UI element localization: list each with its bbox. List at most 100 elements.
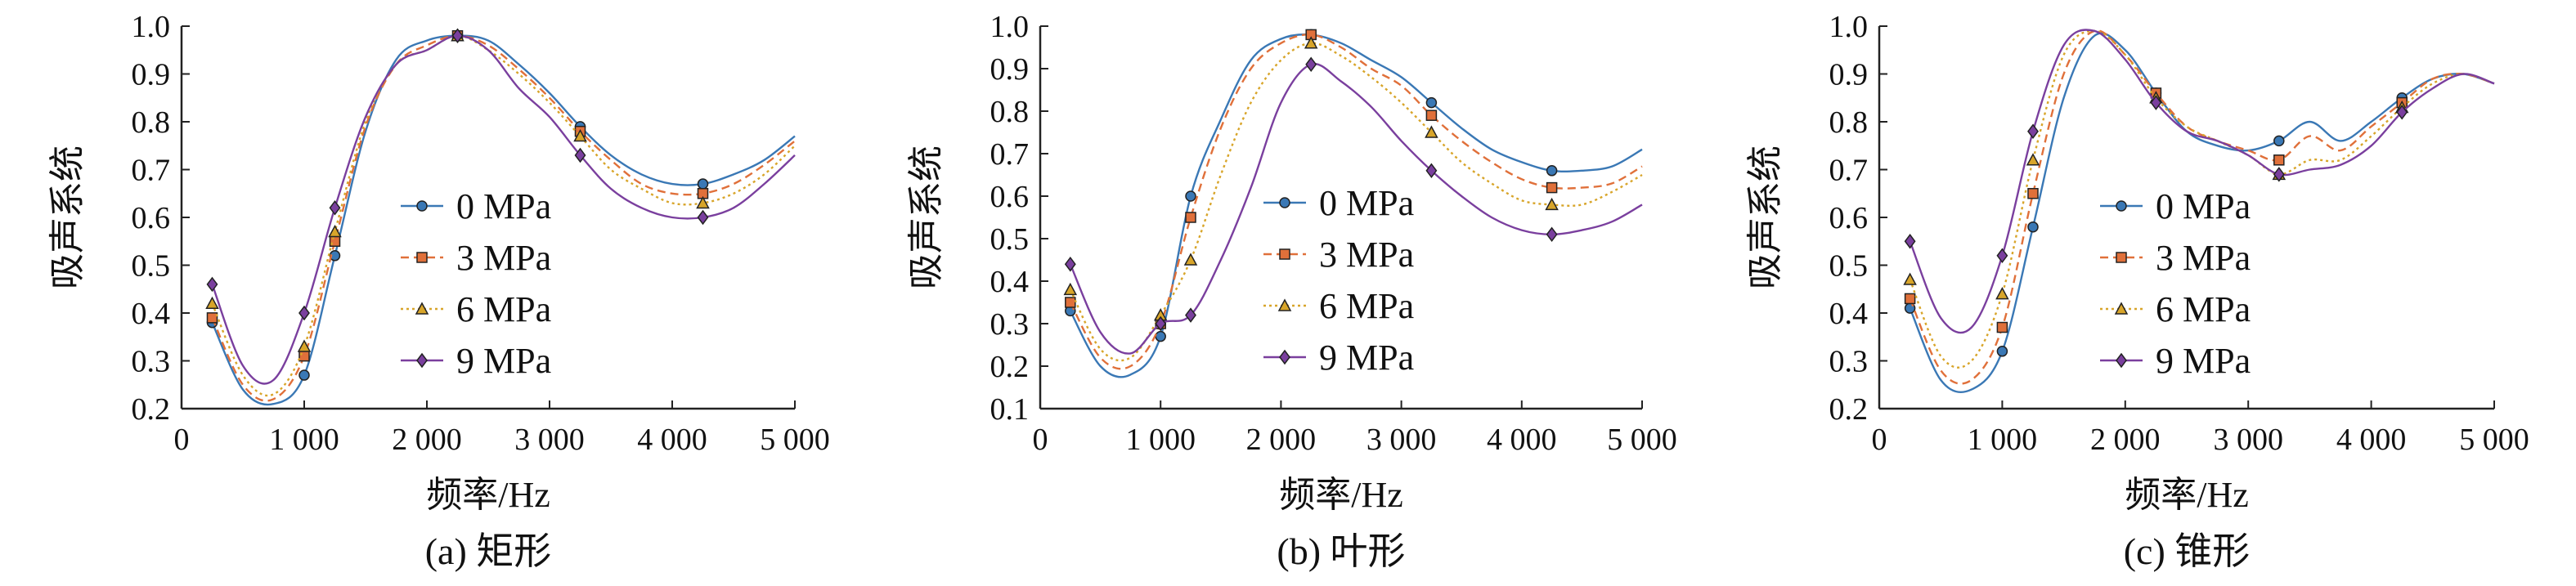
data-point bbox=[2150, 95, 2162, 110]
panel-caption: (c) 锥形 bbox=[2124, 530, 2251, 572]
data-point bbox=[1996, 346, 2008, 357]
data-point bbox=[1546, 165, 1558, 177]
x-tick-label: 0 bbox=[174, 423, 190, 457]
legend-label: 0 MPa bbox=[2156, 186, 2251, 226]
series-9-mpa bbox=[1064, 56, 1643, 355]
legend-item: 3 MPa bbox=[401, 238, 551, 278]
legend-label: 0 MPa bbox=[1319, 183, 1414, 223]
data-point bbox=[1305, 56, 1317, 73]
data-point bbox=[1425, 163, 1438, 179]
data-point bbox=[1903, 272, 1917, 285]
data-point bbox=[297, 339, 312, 352]
x-tick-label: 4 000 bbox=[2336, 423, 2407, 457]
data-point bbox=[329, 200, 341, 216]
legend-marker bbox=[2114, 302, 2129, 315]
data-point bbox=[2273, 167, 2285, 182]
y-tick-label: 0.5 bbox=[1829, 249, 1869, 284]
legend-marker bbox=[416, 252, 428, 263]
legend-label: 9 MPa bbox=[1319, 338, 1414, 378]
data-point bbox=[298, 305, 310, 321]
x-tick-label: 0 bbox=[1872, 423, 1887, 457]
legend-marker bbox=[1277, 298, 1292, 311]
data-point bbox=[1304, 36, 1318, 49]
y-tick-label: 0.4 bbox=[990, 265, 1030, 299]
y-tick-label: 0.1 bbox=[990, 392, 1030, 427]
y-tick-label: 1.0 bbox=[1829, 10, 1869, 44]
data-point bbox=[206, 276, 218, 293]
legend-marker bbox=[2116, 200, 2127, 212]
y-tick-label: 0.8 bbox=[990, 95, 1030, 129]
data-point bbox=[1425, 125, 1438, 138]
series-line bbox=[1069, 42, 1643, 362]
series-9-mpa bbox=[1904, 29, 2495, 334]
y-tick-label: 0.7 bbox=[990, 137, 1030, 172]
x-tick-label: 1 000 bbox=[1125, 423, 1196, 457]
y-tick-label: 0.2 bbox=[990, 350, 1030, 384]
legend-label: 6 MPa bbox=[2156, 289, 2251, 329]
panel-3: 0.2 0.3 0.4 0.5 0.6 0.7 0.8 0.9 1.0 0 1 000 2 000 3 … bbox=[1745, 10, 2529, 572]
y-tick-label: 0.3 bbox=[1829, 345, 1869, 379]
legend-item: 6 MPa bbox=[1263, 286, 1414, 326]
data-point bbox=[1425, 96, 1438, 109]
legend-label: 3 MPa bbox=[456, 238, 551, 278]
data-point bbox=[2273, 135, 2285, 147]
data-point bbox=[1546, 181, 1558, 194]
y-tick-label: 0.9 bbox=[1829, 58, 1869, 92]
y-tick-label: 0.5 bbox=[990, 222, 1030, 257]
legend-item: 3 MPa bbox=[1263, 235, 1414, 275]
series-line bbox=[1069, 34, 1643, 370]
y-tick-label: 0.6 bbox=[1829, 201, 1869, 235]
legend-marker bbox=[2116, 352, 2127, 369]
data-point bbox=[697, 178, 709, 190]
legend-item: 0 MPa bbox=[2100, 186, 2251, 226]
y-axis-title: 吸声系统 bbox=[1745, 145, 1785, 289]
data-point bbox=[1183, 253, 1198, 266]
y-tick-label: 0.5 bbox=[132, 249, 171, 284]
data-point bbox=[205, 296, 219, 310]
x-tick-label: 3 000 bbox=[2213, 423, 2283, 457]
legend-marker bbox=[1279, 197, 1290, 208]
panels-root: 0.2 0.3 0.4 0.5 0.6 0.7 0.8 0.9 1.0 0 1 000 2 000 3 … bbox=[47, 10, 2529, 572]
data-point bbox=[1155, 330, 1166, 342]
data-point bbox=[1185, 190, 1196, 202]
data-point bbox=[1996, 321, 2008, 333]
y-tick-label: 0.2 bbox=[132, 392, 171, 427]
data-point bbox=[1065, 297, 1076, 308]
legend-label: 0 MPa bbox=[456, 186, 551, 226]
x-tick-label: 3 000 bbox=[514, 423, 585, 457]
x-tick-label: 1 000 bbox=[269, 423, 339, 457]
legend-marker bbox=[1279, 349, 1290, 365]
y-tick-label: 0.2 bbox=[1829, 392, 1869, 427]
x-tick-label: 3 000 bbox=[1367, 423, 1437, 457]
panel-2: 0.1 0.2 0.3 0.4 0.5 0.6 0.7 0.8 0.9 1.0 0 1 000 2 00… bbox=[906, 10, 1677, 572]
y-tick-label: 0.4 bbox=[1829, 297, 1869, 331]
data-point bbox=[2026, 153, 2040, 166]
x-tick-label: 1 000 bbox=[1968, 423, 2038, 457]
y-tick-label: 0.9 bbox=[132, 58, 171, 92]
legend-label: 6 MPa bbox=[456, 289, 551, 329]
legend-marker bbox=[416, 200, 428, 212]
x-tick-label: 5 000 bbox=[2459, 423, 2529, 457]
y-tick-label: 0.7 bbox=[1829, 154, 1869, 188]
x-tick-label: 4 000 bbox=[637, 423, 707, 457]
legend-label: 6 MPa bbox=[1319, 286, 1414, 326]
y-tick-label: 0.8 bbox=[1829, 105, 1869, 140]
panel-caption: (b) 叶形 bbox=[1277, 530, 1405, 572]
x-tick-label: 4 000 bbox=[1487, 423, 1557, 457]
y-axis-title: 吸声系统 bbox=[906, 145, 946, 289]
legend-label: 9 MPa bbox=[2156, 341, 2251, 381]
y-tick-label: 0.3 bbox=[990, 307, 1030, 342]
y-tick-label: 0.6 bbox=[132, 201, 171, 235]
data-point bbox=[1996, 248, 2008, 264]
x-tick-label: 5 000 bbox=[760, 423, 830, 457]
series-line bbox=[211, 34, 796, 406]
data-point bbox=[1545, 197, 1559, 211]
legend-item: 0 MPa bbox=[1263, 183, 1414, 223]
data-point bbox=[328, 224, 342, 238]
x-tick-label: 5 000 bbox=[1607, 423, 1677, 457]
series-line bbox=[1909, 29, 2495, 334]
y-tick-label: 1.0 bbox=[990, 10, 1030, 44]
x-tick-label: 2 000 bbox=[392, 423, 462, 457]
data-point bbox=[1425, 110, 1438, 121]
